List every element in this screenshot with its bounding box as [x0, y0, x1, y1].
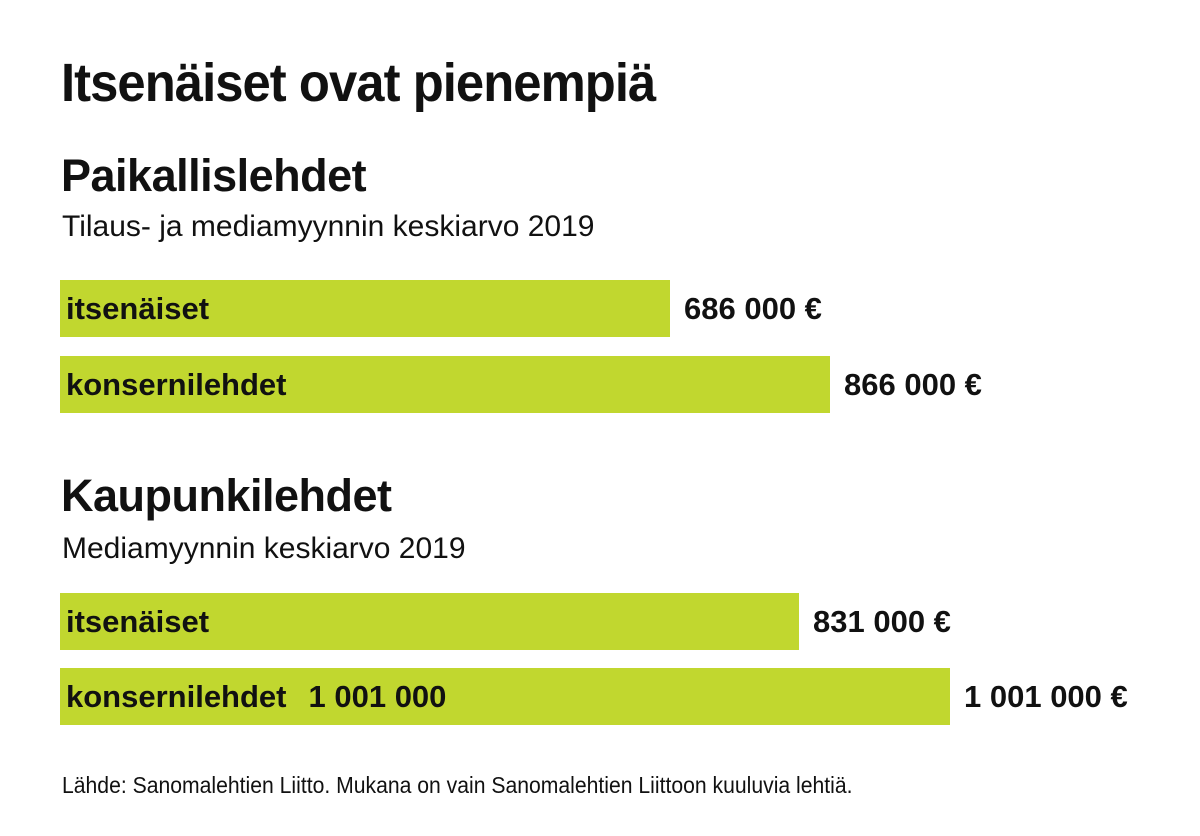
bar-paikallis-itsenaiset	[60, 280, 670, 337]
bar-value-label: 831 000 €	[813, 604, 951, 639]
category-label: itsenäiset	[66, 291, 210, 326]
bar-paikallis-konsernilehdet	[60, 356, 830, 413]
source-note: Lähde: Sanomalehtien Liitto. Mukana on v…	[62, 772, 853, 798]
bar-label: konsernilehdet	[66, 356, 287, 413]
bar-kaupunki-konsernilehdet	[60, 668, 950, 725]
bar-label: itsenäiset	[66, 593, 209, 650]
bar-kaupunki-itsenaiset	[60, 593, 799, 650]
bar-value-label: 686 000 €	[684, 291, 822, 326]
category-label: itsenäiset	[66, 604, 210, 639]
category-label: konsernilehdet	[66, 679, 287, 714]
bar-value-label: 866 000 €	[844, 367, 982, 402]
bar-label: itsenäiset	[66, 280, 209, 337]
category-label: konsernilehdet	[66, 367, 287, 402]
bar-value-label: 1 001 000 €	[964, 679, 1128, 714]
section-title-kaupunkilehdet: Kaupunkilehdet	[61, 470, 392, 521]
section-title-paikallislehdet: Paikallislehdet	[61, 150, 367, 201]
bar-label: konsernilehdet 1 001 000	[66, 668, 446, 725]
chart-title: Itsenäiset ovat pienempiä	[61, 53, 656, 113]
section-subtitle-paikallislehdet: Tilaus- ja mediamyynnin keskiarvo 2019	[62, 210, 595, 243]
section-subtitle-kaupunkilehdet: Mediamyynnin keskiarvo 2019	[62, 532, 466, 565]
bar-inner-value-label: 1 001 000	[308, 679, 447, 714]
